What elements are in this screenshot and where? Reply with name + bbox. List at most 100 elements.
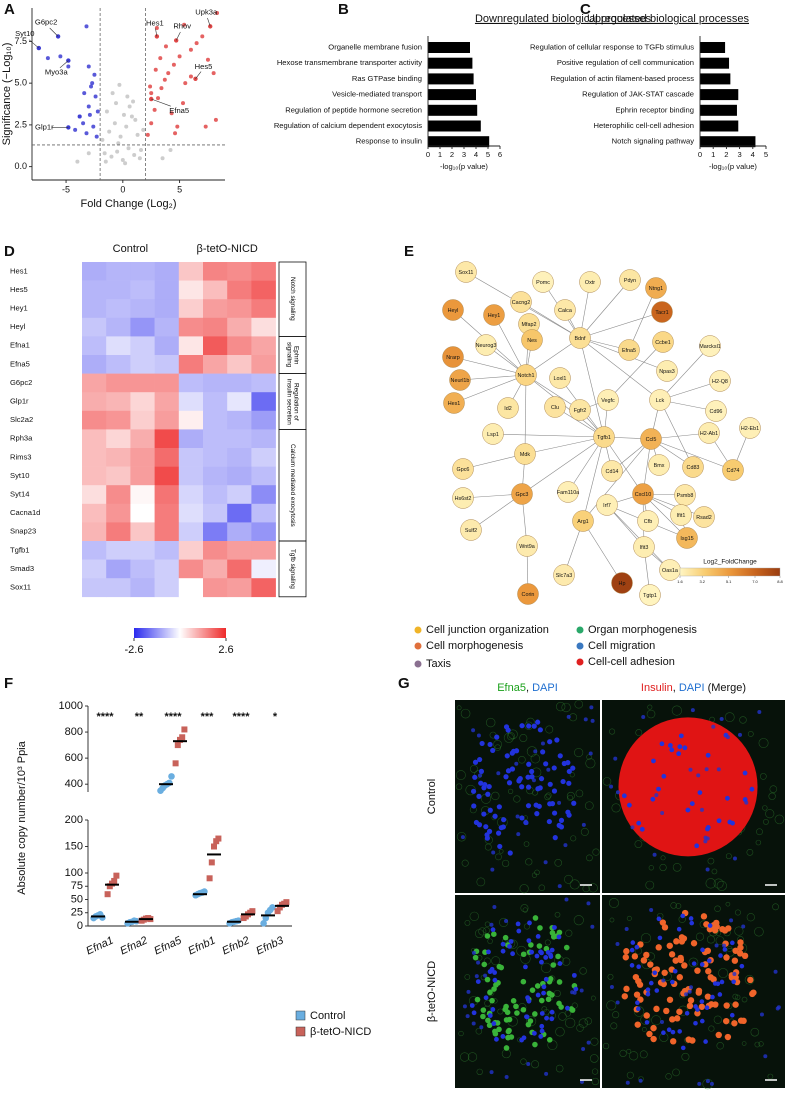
- point: [175, 124, 180, 129]
- gene-label: Syt14: [10, 490, 29, 499]
- y-tick-label: 600: [65, 752, 83, 764]
- tissue: [629, 1051, 639, 1061]
- cell: [490, 747, 496, 754]
- tissue: [556, 701, 566, 712]
- heat-cell: [251, 429, 276, 449]
- tissue: [626, 1048, 632, 1054]
- nucleus: [711, 724, 716, 729]
- cell: [523, 964, 528, 970]
- cell: [514, 1010, 520, 1016]
- heat-cell: [154, 578, 180, 598]
- heat-cell: [82, 466, 107, 486]
- chart-title: Upregulated biological processes: [587, 13, 750, 25]
- tissue: [469, 911, 479, 922]
- group-label-box: Notch signaling: [289, 277, 296, 321]
- heat-cell: [203, 578, 228, 598]
- nucleus: [688, 767, 693, 772]
- cell: [569, 1007, 576, 1013]
- cell: [520, 978, 527, 985]
- category-label: Efnb2: [220, 934, 251, 957]
- point: [86, 104, 91, 109]
- cell: [479, 740, 485, 747]
- cell: [732, 947, 739, 954]
- x-tick-label: 2: [724, 150, 728, 159]
- heat-cell: [130, 317, 155, 337]
- category-label: Notch signaling pathway: [612, 137, 695, 146]
- cell: [480, 1007, 487, 1013]
- cell: [552, 835, 558, 841]
- cell: [750, 989, 757, 996]
- tissue: [708, 1025, 715, 1032]
- cell: [710, 994, 715, 1000]
- nucleus: [744, 800, 749, 805]
- tissue: [483, 957, 491, 965]
- cell: [537, 785, 543, 791]
- row-title: Control: [426, 779, 438, 814]
- tissue: [531, 1060, 540, 1069]
- tissue: [576, 1024, 584, 1032]
- column-title: Efna5, DAPI: [497, 682, 558, 694]
- cell: [520, 951, 527, 958]
- cell: [531, 1030, 537, 1036]
- point: [104, 891, 111, 898]
- nucleus: [564, 897, 569, 902]
- leader-line: [151, 98, 171, 107]
- node: [532, 271, 554, 293]
- cell: [475, 979, 481, 984]
- cell: [673, 938, 680, 945]
- cell: [687, 997, 695, 1004]
- cell: [520, 1006, 527, 1013]
- tissue: [705, 878, 716, 889]
- color-tick-label: 7.0: [752, 579, 758, 584]
- y-tick-label: 100: [65, 867, 83, 879]
- nucleus: [524, 820, 529, 825]
- heat-cell: [154, 541, 180, 560]
- edge: [525, 337, 581, 376]
- cell: [700, 1018, 705, 1024]
- cell: [669, 747, 675, 753]
- heat-cell: [178, 541, 204, 560]
- column-group-label: Control: [113, 243, 148, 255]
- tissue: [634, 840, 643, 848]
- cell: [670, 1038, 677, 1045]
- cell: [666, 942, 673, 949]
- node: [452, 458, 474, 480]
- point: [129, 114, 134, 119]
- nucleus: [705, 1079, 710, 1084]
- heat-cell: [130, 299, 155, 319]
- point: [148, 84, 153, 89]
- cell: [672, 957, 679, 964]
- tissue: [541, 962, 552, 973]
- annotation: Upk3a: [195, 7, 218, 16]
- tissue: [561, 702, 571, 713]
- node-label: Cd74: [727, 468, 740, 474]
- point: [125, 94, 130, 99]
- cell: [538, 1034, 544, 1039]
- cell: [710, 921, 718, 929]
- category-label: Heterophilic cell-cell adhesion: [594, 121, 694, 130]
- annotation: Glp1r: [35, 122, 54, 131]
- tissue: [716, 1042, 724, 1050]
- tissue: [464, 974, 471, 980]
- cell: [535, 933, 541, 939]
- edge: [459, 374, 527, 381]
- cell: [648, 980, 654, 986]
- tissue: [659, 863, 667, 872]
- tissue: [758, 1041, 764, 1047]
- tissue: [758, 738, 769, 749]
- node: [569, 399, 591, 421]
- nucleus: [719, 717, 724, 722]
- cell: [698, 1003, 706, 1010]
- nucleus: [544, 1071, 549, 1076]
- heat-cell: [106, 262, 131, 281]
- node: [442, 299, 464, 321]
- nucleus: [474, 974, 479, 979]
- cell: [724, 1033, 732, 1041]
- significance: ****: [164, 711, 182, 723]
- group-label-box: Ephrin signaling: [286, 342, 300, 367]
- nucleus: [540, 741, 545, 746]
- tissue: [774, 814, 785, 825]
- group-label: Tgfb signaling: [289, 549, 297, 589]
- cell: [526, 938, 532, 944]
- cell: [478, 780, 484, 786]
